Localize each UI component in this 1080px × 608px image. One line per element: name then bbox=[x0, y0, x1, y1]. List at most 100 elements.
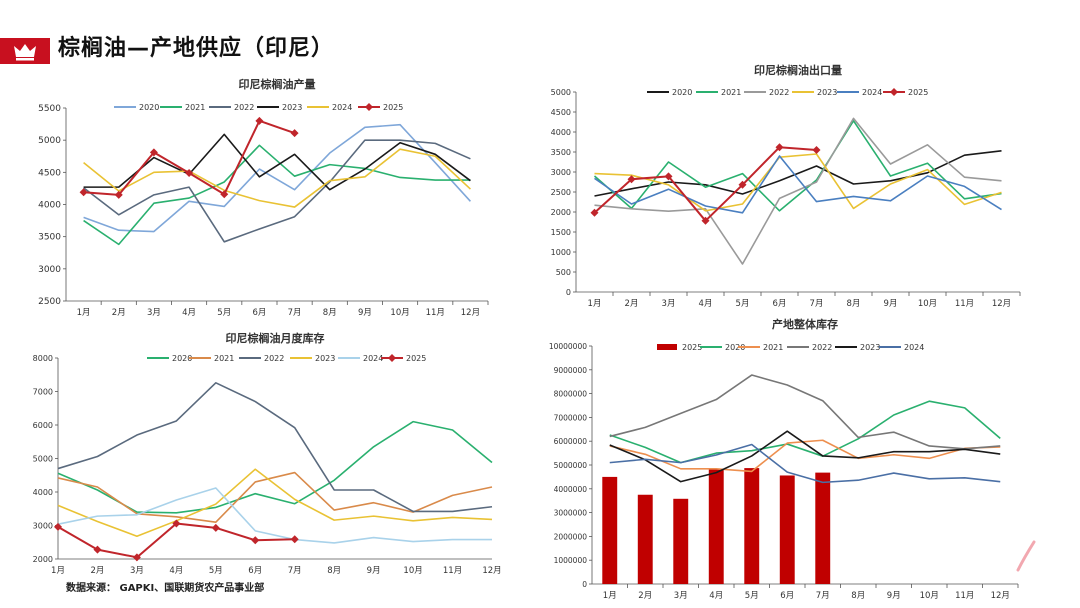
data-point-2025 bbox=[79, 188, 88, 197]
data-point-2025 bbox=[738, 180, 747, 189]
series-line-2022 bbox=[57, 381, 493, 513]
legend-label: 2024 bbox=[332, 103, 352, 112]
data-point-2025 bbox=[93, 545, 102, 554]
data-point-2025 bbox=[185, 168, 194, 177]
y-tick-label: 3000000 bbox=[554, 509, 588, 518]
y-tick-label: 2000 bbox=[33, 555, 53, 564]
x-tick-label: 10月 bbox=[920, 591, 939, 601]
x-tick-label: 10月 bbox=[918, 299, 937, 309]
x-tick-label: 3月 bbox=[674, 591, 688, 601]
y-tick-label: 0 bbox=[582, 580, 587, 589]
y-tick-label: 7000 bbox=[33, 388, 53, 397]
x-tick-label: 9月 bbox=[887, 591, 901, 601]
data-point-2025 bbox=[290, 129, 299, 138]
x-tick-label: 11月 bbox=[426, 308, 445, 318]
series-line-2022 bbox=[594, 117, 1002, 265]
data-point-2025 bbox=[172, 519, 181, 528]
y-tick-label: 3000 bbox=[38, 265, 61, 275]
legend-marker bbox=[388, 354, 396, 362]
x-tick-label: 6月 bbox=[252, 308, 266, 318]
y-tick-label: 4500 bbox=[38, 168, 61, 178]
legend-marker bbox=[365, 103, 373, 111]
y-tick-label: 2000 bbox=[551, 208, 571, 217]
legend-label: 2023 bbox=[282, 103, 302, 112]
crown-logo-icon bbox=[0, 38, 50, 64]
data-point-2025 bbox=[812, 146, 821, 154]
production-chart: 印尼棕榈油产量 2500 3000 3500 4000 4500 5000 5500 1月 2月 3… bbox=[38, 77, 489, 318]
series-line-2024 bbox=[609, 443, 1001, 484]
x-tick-label: 11月 bbox=[955, 591, 974, 601]
y-tick-label: 4000000 bbox=[554, 485, 588, 494]
y-tick-label: 1000000 bbox=[554, 556, 588, 565]
corner-decoration-icon bbox=[1016, 540, 1036, 572]
origin-total-inventory-chart: 产地整体库存 0 1000000 2000000 3000000 4000000 50000… bbox=[549, 317, 1019, 601]
bar bbox=[602, 476, 618, 584]
data-point-2025 bbox=[590, 208, 599, 217]
x-tick-label: 8月 bbox=[327, 566, 341, 576]
chart-title: 印尼棕榈油产量 bbox=[239, 77, 316, 91]
chart-title: 印尼棕榈油月度库存 bbox=[226, 331, 325, 345]
legend-label: 2020 bbox=[139, 103, 159, 112]
x-tick-label: 4月 bbox=[699, 299, 713, 309]
x-tick-label: 2月 bbox=[90, 566, 104, 576]
x-tick-label: 5月 bbox=[217, 308, 231, 318]
y-tick-label: 5000 bbox=[33, 455, 53, 464]
y-tick-label: 0 bbox=[566, 288, 571, 297]
bar bbox=[779, 475, 795, 584]
y-tick-label: 4000 bbox=[38, 201, 61, 211]
legend-label: 2022 bbox=[769, 88, 789, 97]
y-tick-label: 4000 bbox=[33, 488, 53, 497]
y-tick-label: 8000 bbox=[33, 354, 53, 363]
y-tick-label: 4000 bbox=[551, 128, 571, 137]
x-tick-label: 3月 bbox=[147, 308, 161, 318]
legend-swatch bbox=[657, 344, 677, 350]
series-line-2021 bbox=[593, 119, 1002, 212]
legend-label: 2024 bbox=[904, 343, 924, 352]
monthly-inventory-chart: 印尼棕榈油月度库存 2000 3000 4000 5000 6000 7000 8000 1月 2… bbox=[33, 331, 502, 576]
legend-label: 2025 bbox=[682, 343, 702, 352]
x-tick-label: 12月 bbox=[991, 591, 1010, 601]
legend-label: 2022 bbox=[264, 354, 284, 363]
y-tick-label: 3000 bbox=[33, 522, 53, 531]
x-tick-label: 8月 bbox=[323, 308, 337, 318]
export-chart: 印尼棕榈油出口量 0 500 1000 1500 2000 2500 3000 3500 4000… bbox=[551, 63, 1021, 309]
data-point-2025 bbox=[290, 535, 299, 544]
y-tick-label: 7000000 bbox=[554, 413, 588, 422]
legend-label: 2021 bbox=[763, 343, 783, 352]
legend-label: 2023 bbox=[860, 343, 880, 352]
series-line-2024 bbox=[83, 148, 471, 208]
legend-label: 2021 bbox=[721, 88, 741, 97]
chart-title: 产地整体库存 bbox=[772, 317, 838, 331]
x-tick-label: 1月 bbox=[588, 299, 602, 309]
bar bbox=[815, 472, 831, 584]
series-line-2024 bbox=[594, 155, 1002, 214]
x-tick-label: 10月 bbox=[403, 566, 422, 576]
x-tick-label: 4月 bbox=[709, 591, 723, 601]
y-tick-label: 500 bbox=[556, 268, 571, 277]
series-line-2021 bbox=[83, 144, 471, 246]
x-tick-label: 2月 bbox=[112, 308, 126, 318]
data-point-2025 bbox=[701, 216, 710, 225]
series-line-2024 bbox=[57, 487, 492, 544]
y-tick-label: 4500 bbox=[551, 108, 571, 117]
series-line-2020 bbox=[57, 420, 493, 514]
x-tick-label: 3月 bbox=[662, 299, 676, 309]
data-point-2025 bbox=[664, 172, 673, 181]
legend-label: 2020 bbox=[725, 343, 745, 352]
x-tick-label: 1月 bbox=[77, 308, 91, 318]
series-line-2023 bbox=[609, 430, 1001, 483]
x-tick-label: 9月 bbox=[367, 566, 381, 576]
data-point-2025 bbox=[220, 190, 229, 199]
x-tick-label: 7月 bbox=[810, 299, 824, 309]
legend-label: 2025 bbox=[383, 103, 403, 112]
legend-label: 2022 bbox=[234, 103, 254, 112]
y-tick-label: 3500 bbox=[38, 233, 61, 243]
data-point-2025 bbox=[251, 536, 260, 545]
y-tick-label: 5000000 bbox=[554, 461, 588, 470]
x-tick-label: 8月 bbox=[847, 299, 861, 309]
x-tick-label: 9月 bbox=[358, 308, 372, 318]
page-title: 棕榈油—产地供应（印尼） bbox=[58, 36, 335, 61]
series-line-2025 bbox=[83, 119, 295, 196]
y-tick-label: 2500 bbox=[551, 188, 571, 197]
series-line-2023 bbox=[594, 153, 1002, 212]
